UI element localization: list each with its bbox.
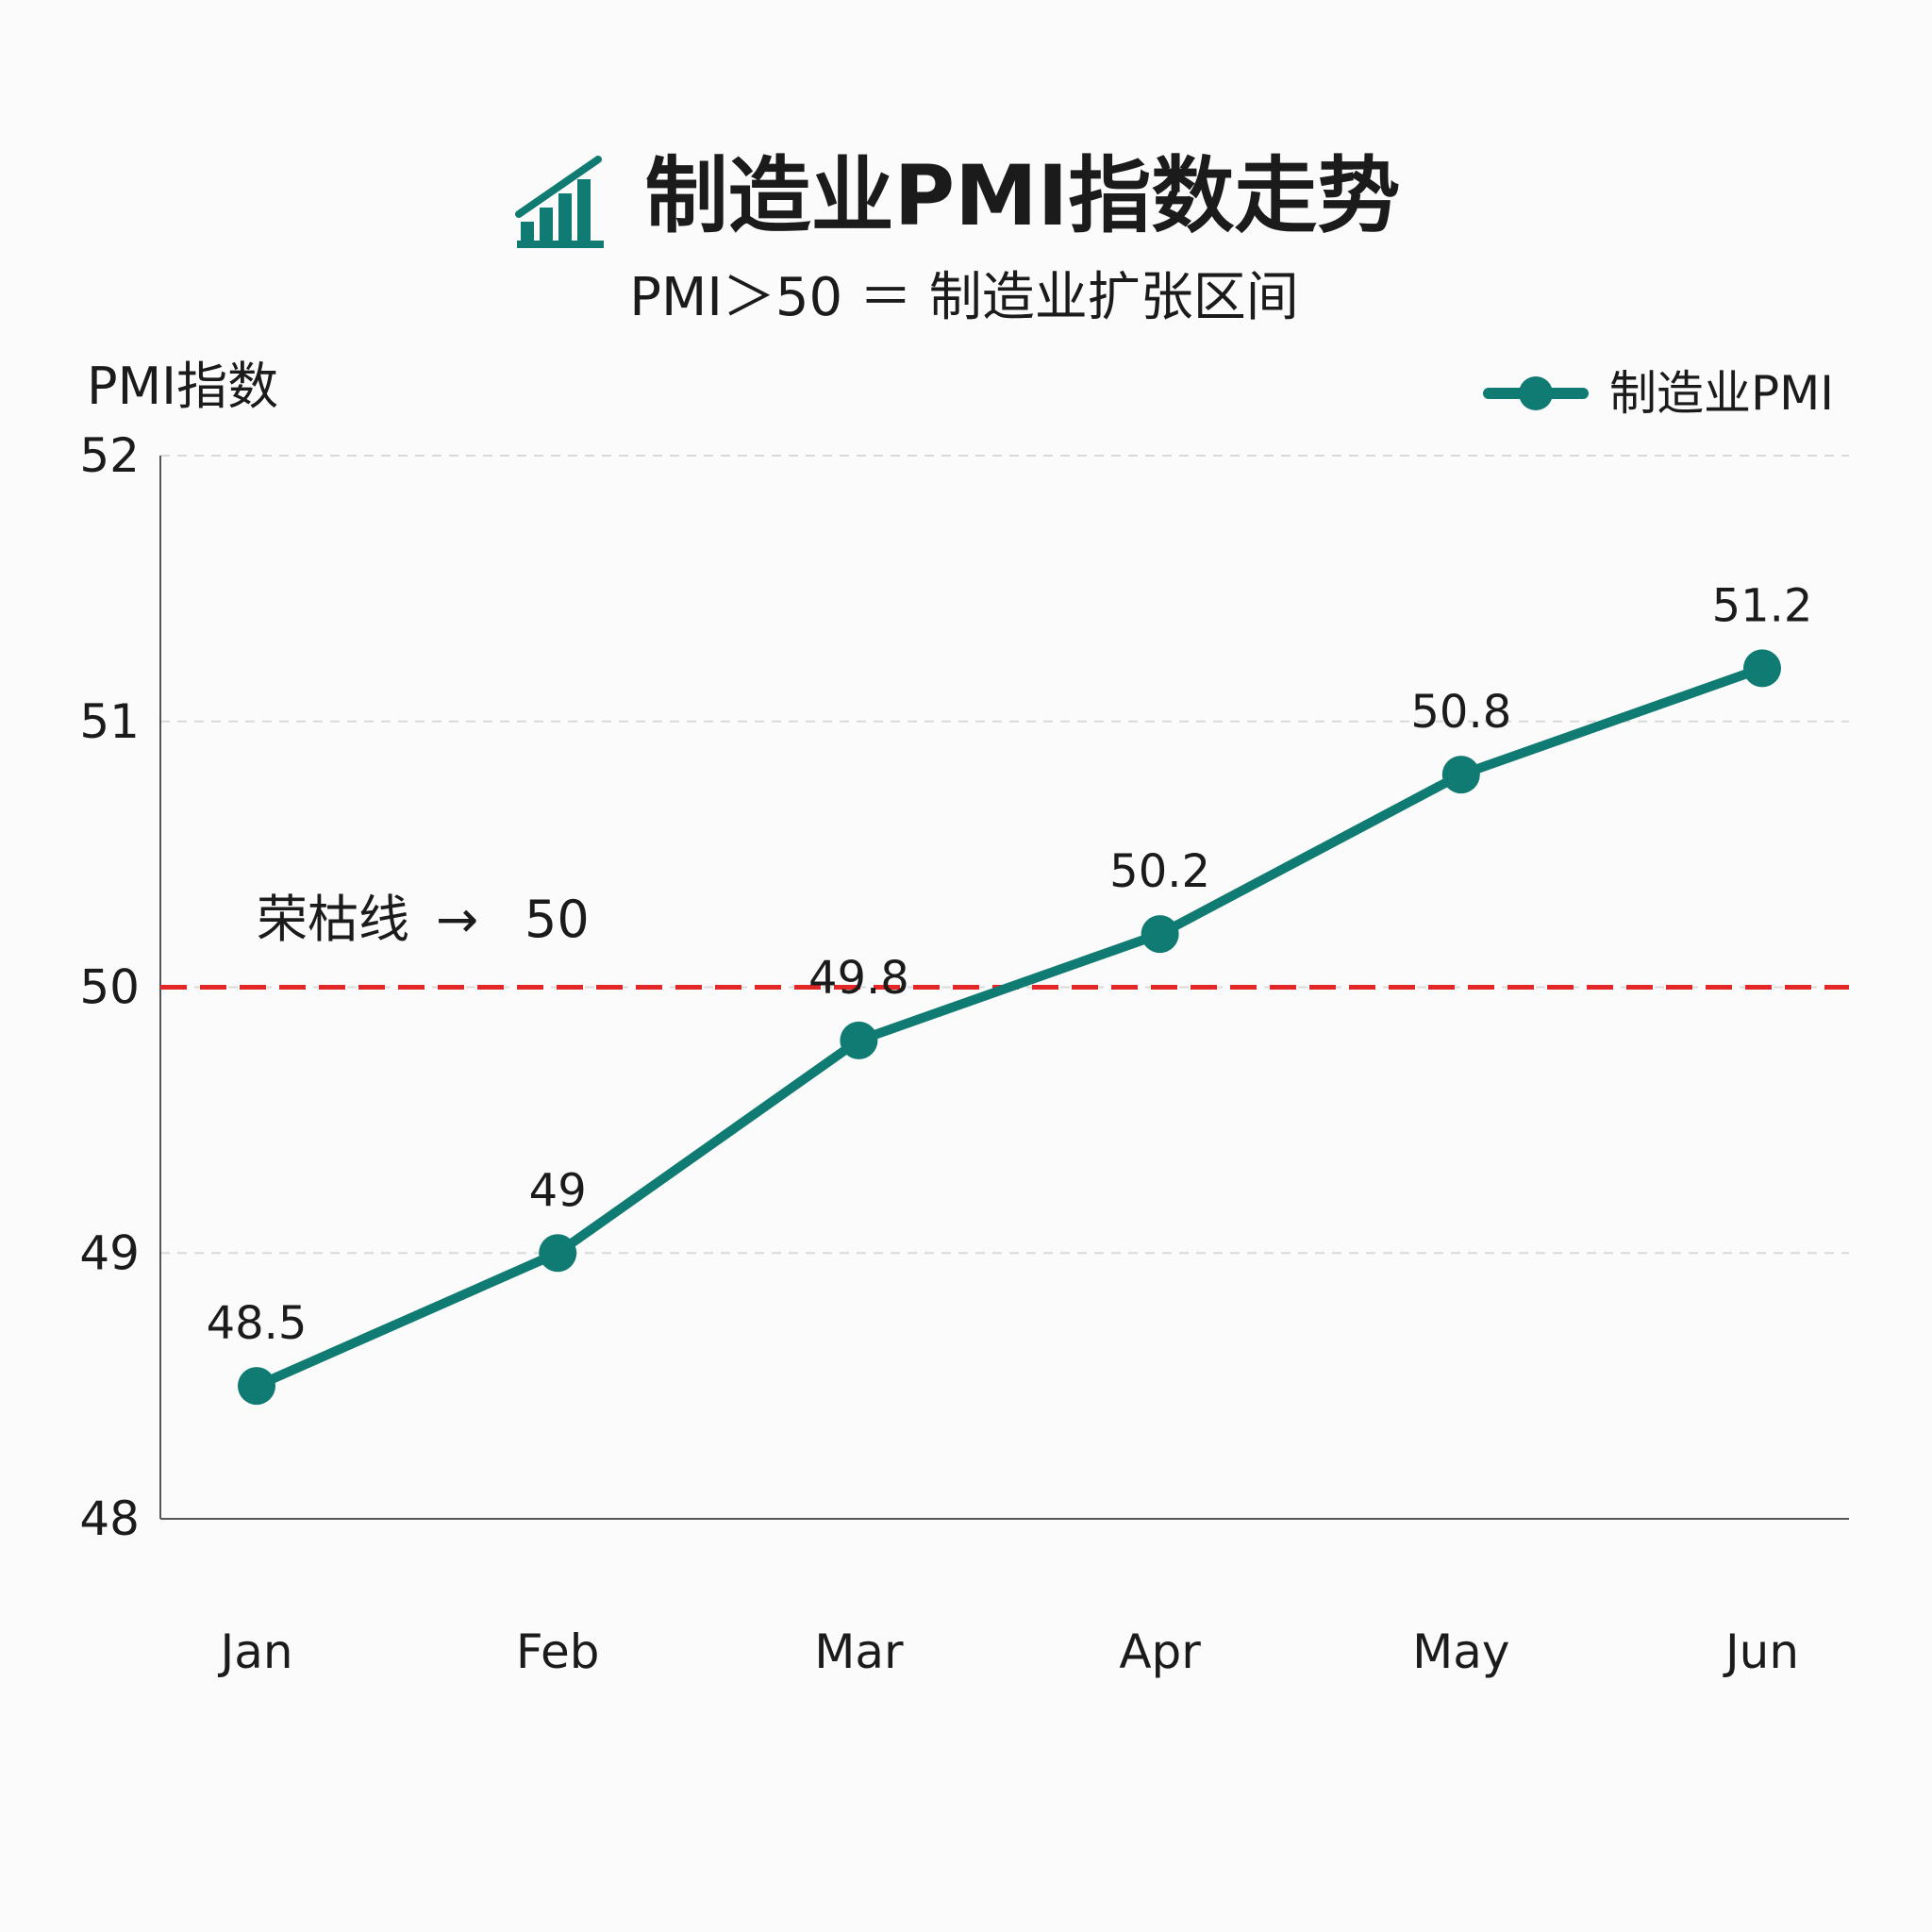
data-point-feb [539,1234,577,1273]
data-label-may: 50.8 [1410,686,1511,739]
reference-label-value: 50 [525,890,590,949]
y-tick-label: 50 [79,960,140,1015]
bar-chart-icon [515,156,604,248]
chart-title: 制造业PMI指数走势 [645,147,1401,244]
data-label-mar: 49.8 [808,952,909,1005]
y-tick-labels: 48 49 50 51 52 [79,428,140,1546]
grid-lines [160,455,1849,1255]
x-tick-label-jun: Jun [1723,1624,1799,1679]
data-label-jan: 48.5 [207,1297,308,1350]
chart-subtitle: PMI＞50 ＝ 制造业扩张区间 [629,267,1298,328]
data-point-jun [1743,649,1781,688]
x-tick-label-may: May [1412,1624,1509,1679]
data-label-jun: 51.2 [1712,579,1813,632]
data-point-apr [1141,915,1179,954]
data-point-may [1441,756,1480,794]
y-tick-label: 52 [79,428,140,483]
legend-label: 制造业PMI [1609,366,1834,421]
reference-label-arrow: → [436,890,478,949]
x-tick-label-apr: Apr [1119,1624,1201,1679]
legend: 制造业PMI [1483,366,1834,421]
x-tick-label-jan: Jan [217,1624,292,1679]
data-point-mar [840,1021,878,1059]
data-points [238,649,1781,1406]
y-tick-label: 49 [79,1225,140,1280]
legend-marker [1519,376,1553,410]
data-label-feb: 49 [529,1164,587,1217]
y-tick-label: 48 [79,1491,140,1546]
y-axis-title: PMI指数 [87,357,278,416]
x-tick-label-feb: Feb [516,1624,600,1679]
reference-line-label: 荣枯线 → 50 [257,890,590,949]
data-labels: 48.5 49 49.8 50.2 50.8 51.2 [207,579,1813,1350]
data-label-apr: 50.2 [1109,845,1210,898]
y-tick-label: 51 [79,694,140,749]
reference-label-text: 荣枯线 [257,890,409,949]
data-point-jan [238,1367,275,1406]
x-tick-label-mar: Mar [814,1624,904,1679]
series-line-manufacturing-pmi [252,663,1767,1391]
x-tick-labels: Jan Feb Mar Apr May Jun [217,1624,1799,1679]
